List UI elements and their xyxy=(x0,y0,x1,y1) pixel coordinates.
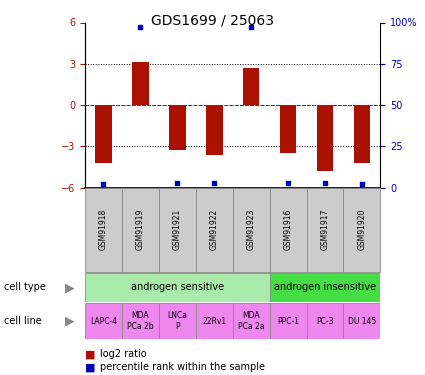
Text: ■: ■ xyxy=(85,363,99,372)
Text: cell type: cell type xyxy=(4,282,46,292)
Point xyxy=(359,181,366,187)
Point xyxy=(211,180,218,186)
Text: LNCa
P: LNCa P xyxy=(167,311,187,331)
FancyBboxPatch shape xyxy=(122,188,159,272)
Point xyxy=(174,180,181,186)
Bar xyxy=(206,105,223,154)
Text: MDA
PCa 2b: MDA PCa 2b xyxy=(127,311,154,331)
Text: percentile rank within the sample: percentile rank within the sample xyxy=(100,363,265,372)
FancyBboxPatch shape xyxy=(269,303,306,339)
Text: PC-3: PC-3 xyxy=(316,316,334,326)
Text: androgen sensitive: androgen sensitive xyxy=(131,282,224,292)
Text: GSM91921: GSM91921 xyxy=(173,209,182,251)
Text: cell line: cell line xyxy=(4,316,42,326)
FancyBboxPatch shape xyxy=(159,303,196,339)
Bar xyxy=(317,105,333,171)
FancyBboxPatch shape xyxy=(85,273,269,302)
Text: ▶: ▶ xyxy=(65,315,75,327)
FancyBboxPatch shape xyxy=(85,188,122,272)
FancyBboxPatch shape xyxy=(233,303,269,339)
Text: LAPC-4: LAPC-4 xyxy=(90,316,117,326)
Text: ▶: ▶ xyxy=(65,281,75,294)
Text: ■: ■ xyxy=(85,350,99,359)
FancyBboxPatch shape xyxy=(233,188,269,272)
Text: GSM91919: GSM91919 xyxy=(136,209,145,251)
Text: GSM91920: GSM91920 xyxy=(357,209,366,251)
FancyBboxPatch shape xyxy=(269,188,306,272)
Text: DU 145: DU 145 xyxy=(348,316,376,326)
FancyBboxPatch shape xyxy=(122,303,159,339)
Text: GSM91922: GSM91922 xyxy=(210,209,219,251)
Text: PPC-1: PPC-1 xyxy=(277,316,299,326)
Bar xyxy=(243,68,259,105)
Text: GSM91918: GSM91918 xyxy=(99,209,108,251)
Text: GDS1699 / 25063: GDS1699 / 25063 xyxy=(151,13,274,27)
FancyBboxPatch shape xyxy=(85,303,122,339)
FancyBboxPatch shape xyxy=(343,188,380,272)
FancyBboxPatch shape xyxy=(269,273,380,302)
FancyBboxPatch shape xyxy=(306,303,343,339)
Point xyxy=(137,24,144,30)
FancyBboxPatch shape xyxy=(306,188,343,272)
FancyBboxPatch shape xyxy=(159,188,196,272)
Text: GSM91916: GSM91916 xyxy=(283,209,292,251)
FancyBboxPatch shape xyxy=(343,303,380,339)
Text: log2 ratio: log2 ratio xyxy=(100,350,147,359)
Point xyxy=(322,180,329,186)
Point xyxy=(248,24,255,30)
Text: GSM91923: GSM91923 xyxy=(246,209,256,251)
Bar xyxy=(95,105,112,163)
FancyBboxPatch shape xyxy=(196,188,233,272)
Point xyxy=(100,181,107,187)
Bar xyxy=(132,62,149,105)
Text: GSM91917: GSM91917 xyxy=(320,209,329,251)
Point xyxy=(285,180,292,186)
FancyBboxPatch shape xyxy=(196,303,233,339)
Text: MDA
PCa 2a: MDA PCa 2a xyxy=(238,311,264,331)
Text: androgen insensitive: androgen insensitive xyxy=(274,282,376,292)
Bar xyxy=(354,105,370,163)
Bar xyxy=(280,105,296,153)
Text: 22Rv1: 22Rv1 xyxy=(202,316,226,326)
Bar xyxy=(169,105,186,150)
